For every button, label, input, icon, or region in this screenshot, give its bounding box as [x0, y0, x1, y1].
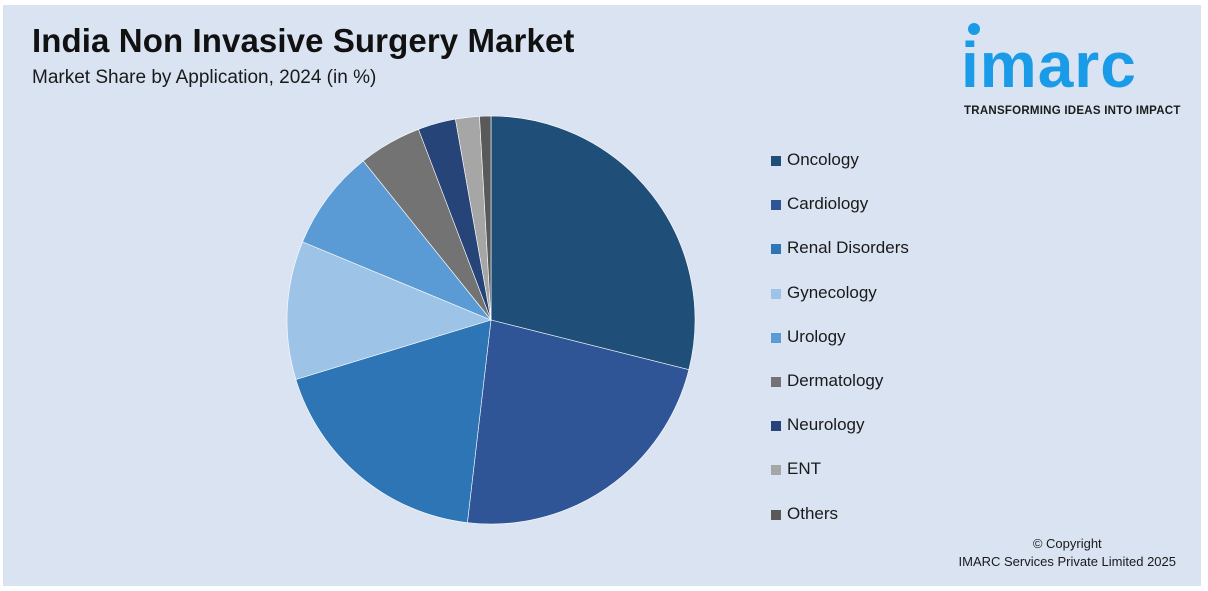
legend-swatch: [771, 332, 781, 343]
legend-label: ENT: [787, 459, 821, 479]
pie-slice-oncology: [490, 115, 696, 371]
pie-slice-urology: [302, 160, 492, 321]
legend-swatch: [771, 200, 781, 211]
pie-slice-cardiology: [467, 319, 690, 525]
pie-slice-renal-disorders: [295, 319, 492, 523]
logo-tagline: TRANSFORMING IDEAS INTO IMPACT: [964, 105, 1181, 117]
legend-label: Renal Disorders: [787, 238, 909, 258]
legend-swatch: [771, 288, 781, 299]
copyright-line-1: © Copyright: [1032, 536, 1102, 551]
legend-label: Others: [787, 503, 839, 523]
legend-label: Neurology: [787, 415, 865, 435]
legend-label: Oncology: [787, 150, 859, 169]
chart-title: India Non Invasive Surgery Market: [32, 22, 575, 59]
legend-label: Urology: [787, 326, 846, 346]
pie-slice-gynecology: [286, 241, 492, 380]
logo-wordmark: imarc: [961, 29, 1137, 101]
pie-slice-others: [479, 115, 492, 321]
legend-swatch: [771, 244, 781, 255]
legend-label: Dermatology: [787, 370, 884, 390]
copyright-notice: © Copyright IMARC Services Private Limit…: [959, 535, 1176, 571]
chart-subtitle: Market Share by Application, 2024 (in %): [32, 67, 377, 88]
legend-swatch: [771, 421, 781, 432]
chart-panel: India Non Invasive Surgery Market Market…: [3, 5, 1201, 586]
legend-swatch: [771, 156, 781, 166]
imarc-logo: imarc TRANSFORMING IDEAS INTO IMPACT: [961, 19, 1191, 121]
legend-swatch: [771, 465, 781, 476]
logo-dot-icon: [968, 23, 980, 35]
legend-label: Gynecology: [787, 282, 877, 302]
pie-chart: [286, 115, 696, 525]
legend-swatch: [771, 376, 781, 387]
copyright-line-2: IMARC Services Private Limited 2025: [958, 554, 1176, 569]
legend-label: Cardiology: [787, 194, 869, 214]
legend-swatch: [771, 509, 781, 520]
